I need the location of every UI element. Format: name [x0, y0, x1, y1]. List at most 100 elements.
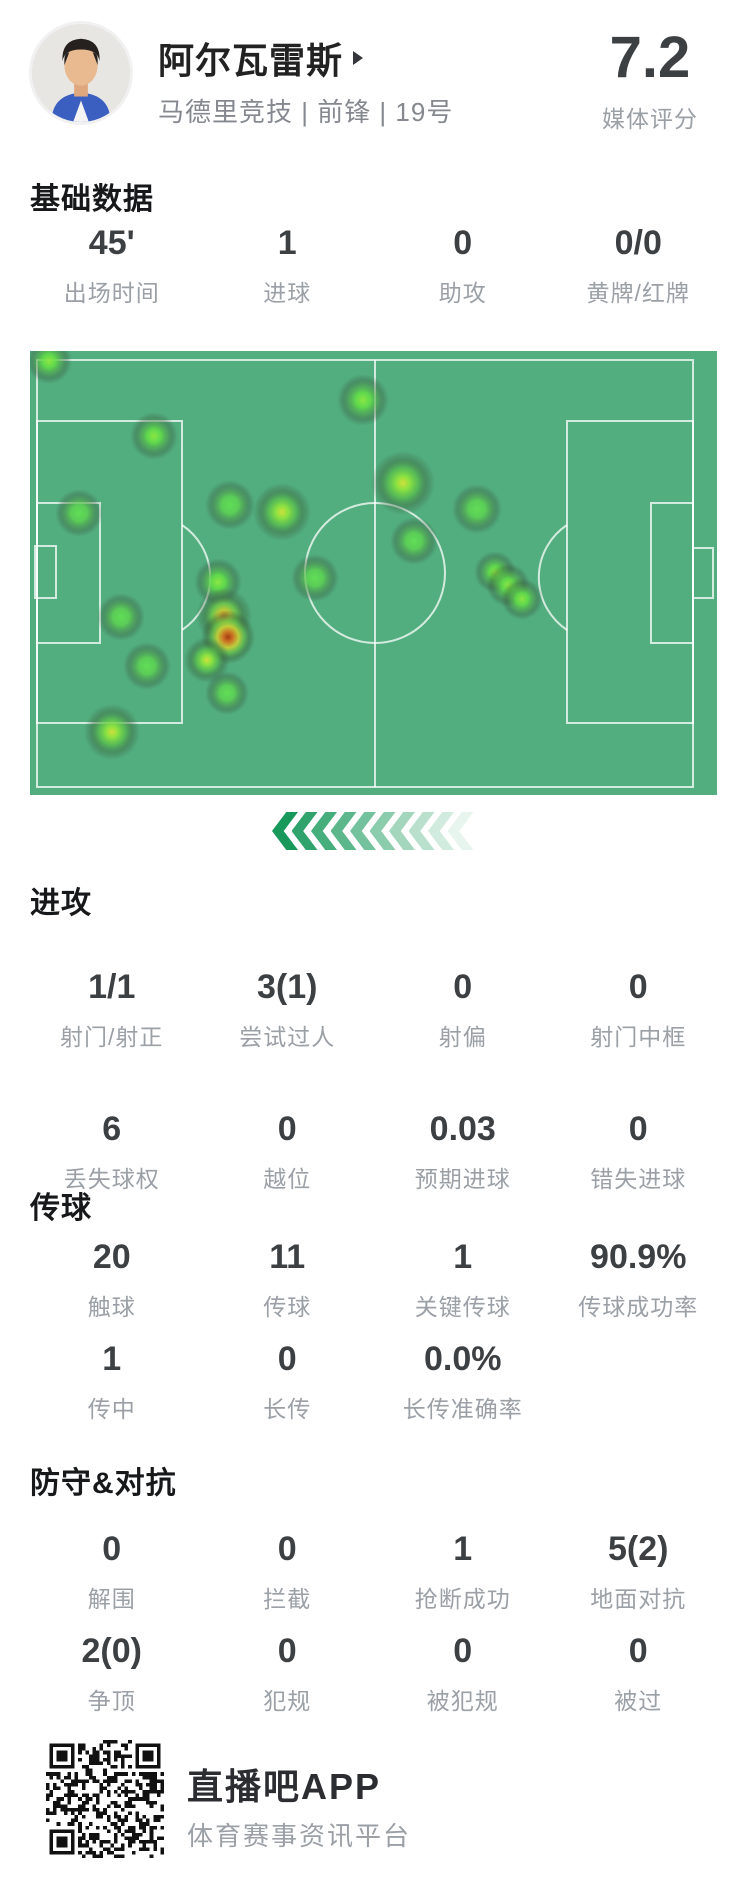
stat-value: 1: [277, 224, 297, 262]
heatmap-pitch: [30, 351, 717, 795]
stat-label: 射门/射正: [60, 1024, 164, 1050]
section-title-passing: 传球: [30, 1192, 92, 1225]
stat-long-ball-accuracy: 0.0% 长传准确率: [375, 1338, 551, 1424]
attack-stats-row-1: 1/1 射门/射正 3(1) 尝试过人 0 射偏 0 射门中框: [24, 966, 726, 1052]
stat-label: 丢失球权: [63, 1166, 160, 1192]
stat-label: 黄牌/红牌: [586, 280, 690, 306]
app-name: 直播吧APP: [187, 1766, 382, 1807]
stat-offsides: 0 越位: [200, 1108, 376, 1194]
pitch-lines: [34, 359, 714, 788]
stat-fouled: 0 被犯规: [375, 1630, 551, 1716]
more-arrow-icon[interactable]: [353, 51, 364, 65]
stat-value: 0: [277, 1530, 297, 1568]
stat-value: 0: [453, 1632, 473, 1670]
stat-label: 射偏: [438, 1024, 487, 1050]
stat-value: 20: [92, 1238, 131, 1276]
stat-big-chances-missed: 0 错失进球: [551, 1108, 727, 1194]
stat-label: 争顶: [87, 1688, 136, 1714]
stat-xg: 0.03 预期进球: [375, 1108, 551, 1194]
stat-value: 0: [628, 968, 648, 1006]
stat-label: 传球成功率: [578, 1294, 699, 1320]
defense-stats-row-1: 0 解围 0 拦截 1 抢断成功 5(2) 地面对抗: [24, 1528, 726, 1614]
stat-label: 长传准确率: [402, 1396, 523, 1422]
attack-direction-chevrons: [272, 812, 482, 850]
stat-shots: 1/1 射门/射正: [24, 966, 200, 1052]
stat-aerial-duels: 2(0) 争顶: [24, 1630, 200, 1716]
stat-label: 抢断成功: [414, 1586, 511, 1612]
stat-value: 0: [277, 1110, 297, 1148]
rating-label: 媒体评分: [602, 106, 698, 132]
stat-label: 被犯规: [426, 1688, 499, 1714]
stat-shots-off: 0 射偏: [375, 966, 551, 1052]
stat-value: 3(1): [257, 968, 318, 1006]
player-team-info: 马德里竞技 | 前锋 | 19号: [158, 97, 454, 127]
stat-label: 被过: [614, 1688, 663, 1714]
stat-value: 90.9%: [590, 1238, 687, 1276]
rating-value: 7.2: [609, 25, 691, 90]
app-tagline: 体育赛事资讯平台: [187, 1821, 412, 1851]
stat-label: 犯规: [263, 1688, 312, 1714]
chevron-left-icon: [447, 812, 474, 850]
heatmap-blobs: [30, 351, 543, 760]
player-photo: [32, 24, 130, 122]
passing-stats-row-2: 1 传中 0 长传 0.0% 长传准确率: [24, 1338, 726, 1424]
stat-value: 1: [453, 1238, 473, 1276]
section-title-defense: 防守&对抗: [30, 1467, 177, 1500]
stat-dribbled-past: 0 被过: [551, 1630, 727, 1716]
stat-woodwork: 0 射门中框: [551, 966, 727, 1052]
player-name-row[interactable]: 阿尔瓦雷斯: [158, 36, 364, 81]
stat-label: 尝试过人: [239, 1024, 336, 1050]
section-title-basic: 基础数据: [30, 183, 154, 216]
stat-value: 0.03: [429, 1110, 496, 1148]
basic-stats-row: 45' 出场时间 1 进球 0 助攻 0/0 黄牌/红牌: [24, 222, 726, 308]
stat-value: 0: [277, 1632, 297, 1670]
stat-value: 6: [102, 1110, 122, 1148]
attack-stats-row-2: 6 丢失球权 0 越位 0.03 预期进球 0 错失进球: [24, 1108, 726, 1194]
stat-value: 0: [628, 1110, 648, 1148]
qr-code: [46, 1740, 164, 1858]
player-name: 阿尔瓦雷斯: [158, 40, 344, 81]
stat-value: 0: [628, 1632, 648, 1670]
stat-passes: 11 传球: [200, 1236, 376, 1322]
stat-label: 解围: [87, 1586, 136, 1612]
stat-cards: 0/0 黄牌/红牌: [551, 222, 727, 308]
stat-value: 0: [102, 1530, 122, 1568]
stat-crosses: 1 传中: [24, 1338, 200, 1424]
stat-ground-duels: 5(2) 地面对抗: [551, 1528, 727, 1614]
stat-value: 0: [277, 1340, 297, 1378]
stat-minutes: 45' 出场时间: [24, 222, 200, 308]
stat-value: 0: [453, 224, 473, 262]
stat-label: 进球: [263, 280, 312, 306]
stat-label: 越位: [263, 1166, 312, 1192]
stat-value: 45': [88, 224, 135, 262]
stat-clearances: 0 解围: [24, 1528, 200, 1614]
stat-label: 传球: [263, 1294, 312, 1320]
stat-assists: 0 助攻: [375, 222, 551, 308]
stat-pass-accuracy: 90.9% 传球成功率: [551, 1236, 727, 1322]
stat-label: 出场时间: [63, 280, 160, 306]
stat-label: 射门中框: [590, 1024, 687, 1050]
stat-value: 0: [453, 968, 473, 1006]
stat-value: 0.0%: [424, 1340, 502, 1378]
stat-value: 5(2): [608, 1530, 669, 1568]
stat-label: 助攻: [438, 280, 487, 306]
stat-value: 1: [102, 1340, 122, 1378]
stat-empty: [551, 1338, 727, 1424]
stat-fouls: 0 犯规: [200, 1630, 376, 1716]
section-title-attack: 进攻: [30, 887, 92, 920]
stat-label: 预期进球: [414, 1166, 511, 1192]
stat-touches: 20 触球: [24, 1236, 200, 1322]
player-avatar[interactable]: [32, 24, 130, 122]
stat-key-passes: 1 关键传球: [375, 1236, 551, 1322]
media-rating: 7.2 媒体评分: [590, 28, 710, 134]
stat-possession-lost: 6 丢失球权: [24, 1108, 200, 1194]
stat-label: 传中: [87, 1396, 136, 1422]
stat-label: 长传: [263, 1396, 312, 1422]
stat-tackles-won: 1 抢断成功: [375, 1528, 551, 1614]
qr-code-image: [46, 1740, 164, 1858]
stat-label: 地面对抗: [590, 1586, 687, 1612]
passing-stats-row-1: 20 触球 11 传球 1 关键传球 90.9% 传球成功率: [24, 1236, 726, 1322]
stat-value: 11: [269, 1238, 306, 1276]
stat-interceptions: 0 拦截: [200, 1528, 376, 1614]
stat-goals: 1 进球: [200, 222, 376, 308]
